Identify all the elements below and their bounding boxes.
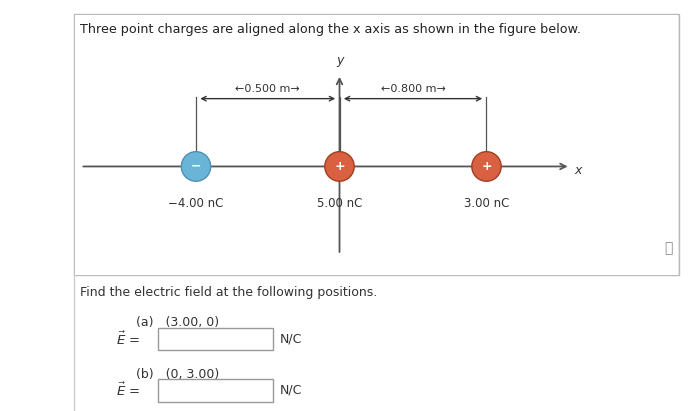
FancyBboxPatch shape xyxy=(158,328,273,350)
Text: (b)   (0, 3.00): (b) (0, 3.00) xyxy=(136,368,220,381)
Text: y: y xyxy=(336,53,343,67)
Text: ⓘ: ⓘ xyxy=(664,242,673,256)
Text: Three point charges are aligned along the x axis as shown in the figure below.: Three point charges are aligned along th… xyxy=(80,23,582,36)
FancyBboxPatch shape xyxy=(158,379,273,402)
Text: −: − xyxy=(190,160,202,173)
Text: Find the electric field at the following positions.: Find the electric field at the following… xyxy=(80,286,378,299)
Text: ←0.800 m→: ←0.800 m→ xyxy=(381,84,445,94)
Text: (a)   (3.00, 0): (a) (3.00, 0) xyxy=(136,316,220,330)
FancyBboxPatch shape xyxy=(75,15,678,275)
FancyBboxPatch shape xyxy=(74,14,679,275)
Text: +: + xyxy=(334,160,345,173)
Text: 5.00 nC: 5.00 nC xyxy=(317,197,362,210)
Text: $\vec{E}$ =: $\vec{E}$ = xyxy=(116,382,140,399)
Text: −4.00 nC: −4.00 nC xyxy=(168,197,224,210)
Text: x: x xyxy=(574,164,582,177)
Ellipse shape xyxy=(472,152,501,181)
Text: N/C: N/C xyxy=(280,384,302,397)
Ellipse shape xyxy=(181,152,211,181)
Text: N/C: N/C xyxy=(280,332,302,346)
Ellipse shape xyxy=(325,152,354,181)
Text: ←0.500 m→: ←0.500 m→ xyxy=(235,84,300,94)
Text: $\vec{E}$ =: $\vec{E}$ = xyxy=(116,330,140,348)
Text: 3.00 nC: 3.00 nC xyxy=(464,197,509,210)
Text: +: + xyxy=(481,160,492,173)
